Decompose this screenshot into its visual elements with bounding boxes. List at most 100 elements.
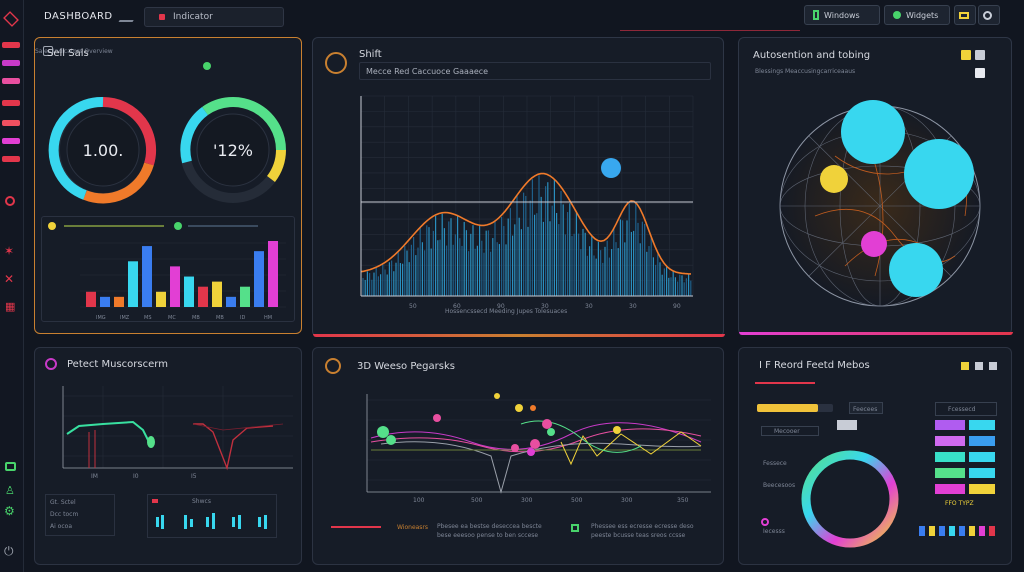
sidebar-item-7[interactable] <box>2 156 20 162</box>
pulse-chart: IM I0 I5 <box>62 386 293 480</box>
clock-button[interactable] <box>978 5 1000 25</box>
3d-x-label-1: 100 <box>413 497 425 504</box>
sidebar-item-2[interactable] <box>2 60 20 66</box>
sphere-mini-btn-2[interactable] <box>975 50 985 60</box>
sales-bar <box>156 291 166 307</box>
3d-note-1: Pbesee ea bestse deseccea bescte bese ee… <box>437 523 542 539</box>
3d-x-label-6: 350 <box>677 497 689 504</box>
swatch-2[interactable] <box>969 420 995 430</box>
sales-bar <box>86 291 96 307</box>
gauge-1-value: 1.00. <box>83 141 124 160</box>
battery-button[interactable] <box>954 5 976 25</box>
widgets-button[interactable]: Widgets <box>884 5 950 25</box>
3d-x-label-5: 300 <box>621 497 633 504</box>
settings-icon[interactable]: ⚙ <box>4 504 15 518</box>
swatch-9[interactable] <box>935 484 965 494</box>
sphere-mini-btn-3[interactable] <box>975 68 985 78</box>
controls-row-1-label: Mecooer <box>774 428 800 435</box>
sphere-bottom-accent <box>739 332 1013 335</box>
windows-button[interactable]: Windows <box>804 5 880 25</box>
3d-nodes <box>377 393 621 456</box>
key-icon[interactable] <box>5 196 15 206</box>
widgets-button-label: Widgets <box>906 10 939 20</box>
pulse-spikes-red-1 <box>88 430 96 468</box>
sphere-node-cyan-3 <box>889 243 943 297</box>
controls-row-marker <box>761 518 769 526</box>
tool-icon[interactable]: ✕ <box>4 272 15 286</box>
3d-x-label-4: 500 <box>571 497 583 504</box>
sales-subtitle: Sales Indicators Overview <box>35 48 113 55</box>
sphere-visual <box>779 100 981 307</box>
sidebar-item-6[interactable] <box>2 138 20 144</box>
swatch-1[interactable] <box>935 420 965 430</box>
sales-x-label: MB <box>192 315 200 321</box>
monitor-icon[interactable] <box>5 462 16 471</box>
panel-pulse: Petect Muscorscerm IM I0 I5 Gt. Sctel Dc… <box>34 347 302 565</box>
sidebar-item-3[interactable] <box>2 78 20 84</box>
controls-dropdown[interactable] <box>849 402 883 414</box>
swatch-5[interactable] <box>935 452 965 462</box>
power-icon[interactable]: ⏻ <box>4 544 14 558</box>
sales-bar <box>114 296 124 307</box>
wave-bottom-accent <box>313 334 725 337</box>
controls-toggle-1[interactable] <box>837 420 857 430</box>
swatch-4[interactable] <box>969 436 995 446</box>
swatch-6[interactable] <box>969 452 995 462</box>
chart-toggle-1[interactable] <box>48 222 56 230</box>
swatch-7[interactable] <box>935 468 965 478</box>
controls-right-box[interactable]: Fcessecd <box>935 402 997 416</box>
swatch-10[interactable] <box>969 484 995 494</box>
sales-title: Sell Sals <box>47 48 89 59</box>
controls-progress-track[interactable] <box>757 404 833 412</box>
controls-left-label: Feecees <box>853 406 878 413</box>
sales-bar <box>100 296 110 307</box>
sidebar-item-4[interactable] <box>2 100 20 106</box>
palette-chip-6[interactable] <box>969 526 975 536</box>
sidebar-item-5[interactable] <box>2 120 20 126</box>
swatch-8[interactable] <box>969 468 995 478</box>
sphere-node-cyan-2 <box>904 139 974 209</box>
logo-icon[interactable] <box>3 11 19 27</box>
color-wheel[interactable] <box>795 444 905 554</box>
sidebar-item-1[interactable] <box>2 42 20 48</box>
pulse-legend-1: Gt. Sctel <box>50 499 76 506</box>
controls-mini-3[interactable] <box>989 362 997 370</box>
sphere-title: Autosention and tobing <box>753 50 871 61</box>
chart-toggle-2[interactable] <box>174 222 182 230</box>
pulse-x-label-1: IM <box>91 473 98 480</box>
wave-icon <box>325 52 347 74</box>
sales-bar <box>254 251 264 307</box>
user-icon[interactable]: ♙ <box>5 484 15 497</box>
swatch-grid <box>935 420 999 496</box>
gauge-1: 1.00. <box>48 96 157 204</box>
search-box[interactable]: Indicator <box>144 7 284 27</box>
palette-chip-7[interactable] <box>979 526 985 536</box>
windows-button-label: Windows <box>824 10 860 20</box>
palette-chip-8[interactable] <box>989 526 995 536</box>
palette-chip-3[interactable] <box>939 526 945 536</box>
gauge-2-center <box>196 113 270 187</box>
grid-icon[interactable]: ▦ <box>5 300 16 313</box>
sphere-mini-btn-1[interactable] <box>961 50 971 60</box>
palette-chip-5[interactable] <box>959 526 965 536</box>
controls-mini-1[interactable] <box>961 362 969 370</box>
controls-row-1[interactable]: Mecooer <box>761 426 819 436</box>
chart-bar-line-2 <box>188 225 258 227</box>
palette-chip-4[interactable] <box>949 526 955 536</box>
pulse-line-red-2 <box>192 423 284 431</box>
chart-bar-line <box>64 225 164 227</box>
3d-x-label-2: 500 <box>471 497 483 504</box>
panel-sphere: Autosention and tobing Blessings Meaccus… <box>738 37 1013 335</box>
controls-row-3: Beecesoos <box>763 482 796 489</box>
star-icon[interactable]: ✶ <box>4 244 15 258</box>
palette-chip-2[interactable] <box>929 526 935 536</box>
sales-bar <box>212 281 222 307</box>
swatch-3[interactable] <box>935 436 965 446</box>
gauge-2: '12% <box>180 97 286 203</box>
panel-wave: Shift Mecce Red Caccuoce Gaaaece 50 60 90 3… <box>312 37 725 337</box>
header-menu-icon[interactable] <box>118 10 140 22</box>
controls-mini-2[interactable] <box>975 362 983 370</box>
palette-chip-1[interactable] <box>919 526 925 536</box>
sphere-node-magenta <box>861 231 887 257</box>
3d-note-2: Phessee ess ecresse ecresse deso peeste … <box>591 523 694 539</box>
